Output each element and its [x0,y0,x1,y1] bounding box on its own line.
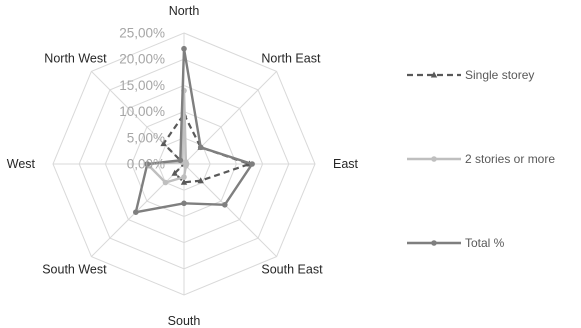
series-lines [133,45,255,215]
radial-tick-label: 10,00% [119,104,165,119]
data-point [181,200,187,207]
category-label: North [169,4,200,18]
data-point [181,45,187,52]
data-point [162,179,169,186]
data-point [222,202,228,208]
data-point [180,178,188,185]
category-label: West [7,157,36,171]
data-point [144,161,151,167]
legend-item: 2 stories or more [407,152,555,166]
legend-label: Single storey [465,68,534,82]
legend-item: Single storey [407,68,534,82]
data-point [181,174,187,180]
series-total- [133,45,255,215]
category-labels: North North East East South East South South … [7,4,359,328]
legend-label: Total % [465,236,505,250]
grid-spoke [183,163,277,257]
data-point [133,209,139,215]
legend: Single storey 2 stories or more Total % [407,68,555,250]
data-point [171,169,178,176]
category-label: South [168,314,201,328]
legend-marker [431,240,437,246]
radial-tick-label: 15,00% [119,78,165,93]
category-label: South East [261,262,323,276]
radial-tick-label: 0,00% [127,157,165,172]
data-point [197,144,204,151]
legend-marker [431,156,437,162]
category-label: East [333,157,359,171]
radial-tick-label: 20,00% [119,52,165,67]
radial-tick-labels: 0,00% 5,00% 10,00% 15,00% 20,00% 25,00% [119,26,165,172]
data-point [197,177,204,184]
data-point [249,161,255,167]
category-label: North East [261,52,321,66]
data-point [183,163,189,169]
radial-tick-label: 25,00% [119,26,165,41]
data-point [160,140,167,147]
category-label: North West [44,52,107,66]
data-point [177,157,184,164]
legend-item: Total % [407,236,505,250]
category-label: South West [42,262,107,276]
legend-marker [430,71,438,78]
radial-tick-label: 5,00% [127,130,165,145]
legend-label: 2 stories or more [465,152,555,166]
